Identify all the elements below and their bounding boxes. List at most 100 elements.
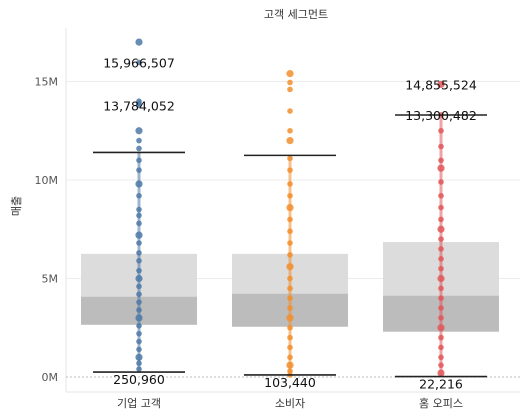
y-tick-label: 15M [35, 76, 59, 89]
data-point [438, 157, 444, 164]
data-point [287, 192, 293, 199]
data-point [287, 275, 293, 282]
x-category-label: 기업 고객 [117, 397, 161, 410]
data-point [136, 307, 142, 313]
y-axis-label: 매출 [10, 196, 23, 216]
data-point [136, 283, 142, 290]
data-point [287, 295, 293, 302]
data-point [135, 274, 143, 283]
data-point [136, 330, 142, 337]
data-point [438, 204, 444, 211]
data-point [136, 322, 142, 329]
data-point [437, 225, 445, 233]
data-point [287, 167, 293, 173]
data-point [287, 285, 293, 292]
data-point [135, 314, 143, 322]
data-point [438, 315, 444, 321]
data-point [136, 59, 142, 66]
data-point [438, 354, 444, 361]
value-annotation: 13,784,052 [103, 98, 175, 113]
data-point [438, 236, 444, 242]
data-point [438, 305, 444, 311]
data-point [287, 181, 293, 187]
value-annotation: 22,216 [419, 377, 463, 392]
chart-title: 고객 세그먼트 [264, 8, 328, 21]
data-point [136, 212, 142, 219]
data-point [136, 338, 142, 345]
data-point [437, 164, 445, 172]
data-point [136, 145, 142, 152]
data-point [287, 216, 293, 223]
data-point [287, 368, 293, 374]
data-point [135, 127, 143, 135]
data-point [438, 216, 444, 223]
data-point [136, 257, 142, 264]
data-point [136, 299, 142, 305]
data-point [135, 231, 143, 239]
data-point [136, 366, 142, 372]
data-point [437, 274, 445, 283]
data-point [438, 192, 444, 199]
data-point [438, 255, 444, 262]
data-point [136, 267, 142, 274]
y-tick-label: 0M [42, 371, 59, 384]
data-point [287, 79, 293, 86]
data-point [286, 70, 294, 78]
value-annotation: 250,960 [113, 372, 165, 387]
data-point [438, 344, 444, 351]
data-point [437, 80, 445, 88]
data-point [287, 354, 293, 361]
data-point [287, 127, 293, 134]
data-point [286, 314, 294, 322]
data-point [438, 265, 444, 272]
data-point [438, 246, 444, 252]
data-point [287, 305, 293, 311]
value-annotation: 14,855,524 [405, 77, 477, 92]
data-point [287, 155, 293, 162]
x-category-label: 홈 오피스 [419, 396, 463, 410]
data-point [438, 179, 444, 185]
data-point [438, 295, 444, 302]
data-point [136, 240, 142, 246]
data-point [136, 137, 142, 144]
data-point [287, 108, 293, 114]
data-point [135, 353, 143, 361]
data-point [136, 360, 142, 367]
data-point [286, 263, 294, 271]
data-point [136, 192, 142, 199]
data-point [438, 127, 444, 134]
data-point [286, 203, 294, 212]
data-point [286, 361, 294, 369]
plot-area: 0M 5M 10M 15M 기업 고객 소비자 홈 오피스 15,966,507 13,784,… [35, 28, 520, 410]
y-tick-label: 10M [35, 174, 59, 187]
y-tick-label: 5M [42, 273, 59, 286]
data-point [287, 86, 293, 93]
data-point [286, 137, 294, 145]
data-point [287, 228, 293, 235]
data-point [437, 324, 445, 332]
data-point [438, 334, 444, 341]
data-point [136, 291, 142, 298]
data-point [287, 240, 293, 246]
value-annotation: 103,440 [264, 375, 316, 390]
data-point [437, 369, 445, 377]
data-point [136, 220, 142, 227]
data-point [136, 346, 142, 353]
data-point [135, 180, 143, 188]
value-annotation: 13,300,482 [405, 108, 477, 123]
data-point [136, 157, 142, 164]
x-category-label: 소비자 [275, 397, 305, 410]
data-point [287, 324, 293, 331]
data-point [136, 250, 142, 256]
data-point [287, 252, 293, 258]
data-point [438, 285, 444, 292]
data-point [136, 102, 142, 109]
data-point [136, 167, 142, 173]
data-point [136, 206, 142, 213]
value-annotation: 15,966,507 [103, 55, 175, 70]
data-point [438, 362, 444, 368]
data-point [438, 143, 444, 150]
